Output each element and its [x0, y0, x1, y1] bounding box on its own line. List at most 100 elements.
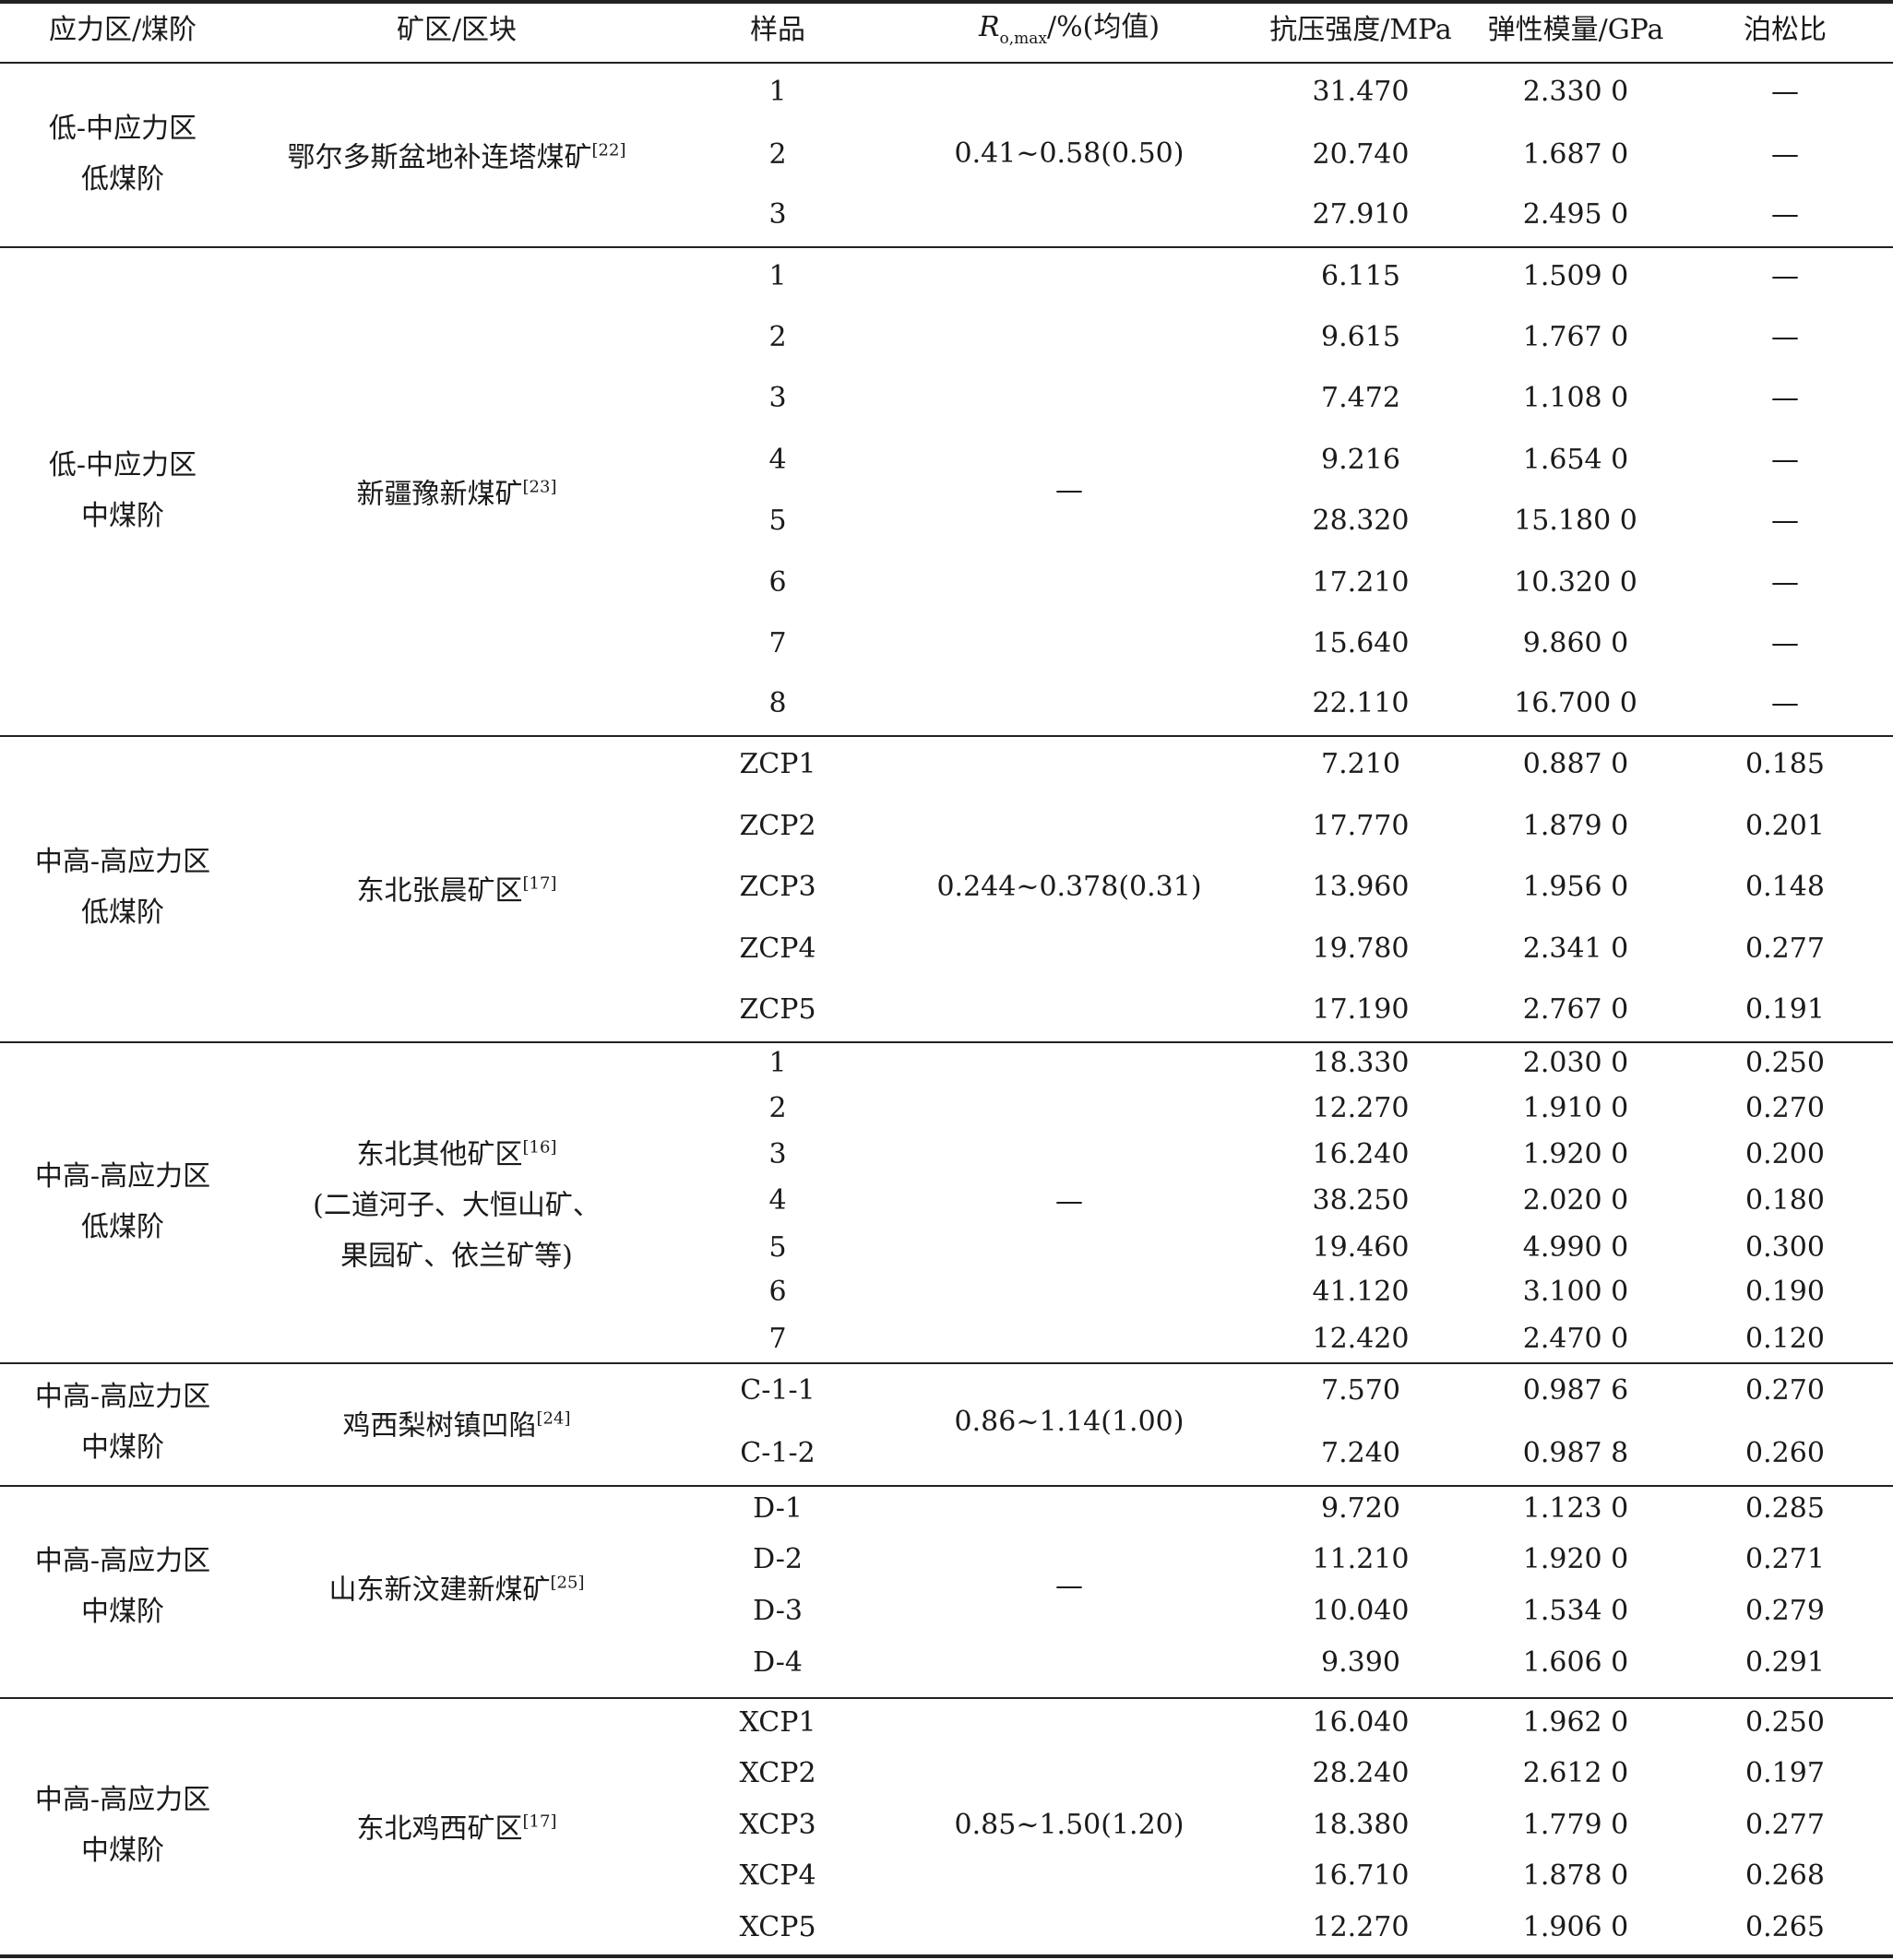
header-elastic-modulus: 弹性模量/GPa	[1487, 14, 1664, 46]
modulus-cell: 4.990 0	[1522, 1231, 1629, 1264]
modulus-cell: 2.495 0	[1522, 198, 1629, 231]
mine-area-text: (二道河子、大恒山矿、	[313, 1189, 601, 1221]
mine-area-text: 山东新汶建新煤矿	[328, 1574, 551, 1606]
mine-area-line: 东北鸡西矿区[17]	[357, 1797, 557, 1855]
ro-max-cell: —	[1055, 1184, 1083, 1218]
mine-area-text: 东北张晨矿区	[356, 874, 523, 908]
strength-cell: 16.240	[1312, 1138, 1410, 1170]
strength-cell: 12.270	[1312, 1092, 1410, 1124]
mine-area-cell: 山东新汶建新煤矿[25]	[329, 1557, 585, 1615]
modulus-cell: 1.123 0	[1522, 1492, 1629, 1525]
sample-cell: 3	[768, 198, 787, 231]
group-rule	[0, 1485, 1893, 1487]
mine-area-cell: 鸡西梨树镇凹陷[24]	[343, 1394, 571, 1452]
mine-area-line: 东北张晨矿区[17]	[357, 859, 557, 917]
group-rule	[0, 246, 1893, 248]
stress-rank-cell: 中高-高应力区 中煤阶	[35, 1372, 210, 1473]
group-rule	[0, 1041, 1893, 1043]
sample-cell: C-1-1	[740, 1374, 816, 1407]
strength-cell: 41.120	[1312, 1276, 1410, 1308]
sample-cell: D-2	[753, 1543, 803, 1575]
sample-cell: ZCP3	[739, 871, 816, 903]
header-poisson-ratio: 泊松比	[1744, 14, 1827, 46]
poisson-cell: 0.201	[1745, 810, 1825, 842]
stress-rank-line: 低-中应力区	[48, 112, 197, 145]
poisson-cell: 0.185	[1745, 748, 1825, 780]
sample-cell: D-3	[753, 1595, 803, 1627]
bottom-rule	[0, 1954, 1893, 1958]
stress-rank-cell: 低-中应力区 低煤阶	[49, 103, 196, 205]
mine-area-cell: 东北张晨矿区[17]	[357, 859, 557, 917]
modulus-cell: 9.860 0	[1522, 627, 1629, 659]
group-rule	[0, 1362, 1893, 1364]
stress-rank-line: 低-中应力区	[48, 448, 197, 481]
mine-area-cell: 东北其他矿区[16] (二道河子、大恒山矿、 果园矿、依兰矿等)	[313, 1122, 601, 1281]
poisson-cell: —	[1771, 138, 1799, 171]
poisson-cell: 0.148	[1745, 871, 1825, 903]
poisson-cell: 0.270	[1745, 1092, 1825, 1124]
strength-cell: 18.380	[1312, 1809, 1410, 1841]
stress-rank-line: 中高-高应力区	[34, 1784, 211, 1816]
sample-cell: 4	[768, 1184, 787, 1217]
mine-area-line: 东北其他矿区[16]	[313, 1122, 601, 1180]
poisson-cell: 0.265	[1745, 1911, 1825, 1943]
stress-rank-line: 中煤阶	[80, 1595, 164, 1628]
strength-cell: 28.320	[1312, 505, 1410, 537]
poisson-cell: 0.268	[1745, 1859, 1825, 1892]
sample-cell: 7	[768, 1323, 787, 1355]
mine-area-text: 东北其他矿区	[356, 1138, 523, 1170]
sample-cell: ZCP1	[739, 748, 816, 780]
poisson-cell: 0.277	[1745, 932, 1825, 965]
stress-rank-cell: 中高-高应力区 低煤阶	[35, 1151, 210, 1253]
modulus-cell: 1.878 0	[1522, 1859, 1629, 1892]
modulus-cell: 1.606 0	[1522, 1646, 1629, 1679]
reference-citation: [17]	[522, 873, 557, 894]
mine-area-cell: 东北鸡西矿区[17]	[357, 1797, 557, 1855]
poisson-cell: 0.300	[1745, 1231, 1825, 1264]
strength-cell: 15.640	[1312, 627, 1410, 659]
top-rule	[0, 0, 1893, 4]
mine-area-line: 鄂尔多斯盆地补连塔煤矿[22]	[288, 125, 626, 183]
ro-subscript: o,max	[999, 30, 1048, 48]
sample-cell: 2	[768, 1092, 787, 1124]
strength-cell: 11.210	[1312, 1543, 1410, 1575]
reference-citation: [23]	[522, 477, 557, 496]
modulus-cell: 1.509 0	[1522, 260, 1629, 292]
strength-cell: 9.615	[1321, 321, 1400, 353]
modulus-cell: 1.534 0	[1522, 1595, 1629, 1627]
sample-cell: 2	[768, 321, 787, 353]
strength-cell: 27.910	[1312, 198, 1410, 231]
mine-area-line: 新疆豫新煤矿[23]	[357, 461, 557, 519]
poisson-cell: 0.270	[1745, 1374, 1825, 1407]
sample-cell: XCP2	[739, 1757, 816, 1789]
modulus-cell: 2.020 0	[1522, 1184, 1629, 1217]
poisson-cell: —	[1771, 382, 1799, 414]
modulus-cell: 1.108 0	[1522, 382, 1629, 414]
sample-cell: 1	[768, 1047, 787, 1079]
sample-cell: 2	[768, 138, 787, 171]
sample-cell: ZCP2	[739, 810, 816, 842]
sample-cell: C-1-2	[740, 1437, 816, 1469]
header-mine-area: 矿区/区块	[396, 14, 518, 46]
poisson-cell: —	[1771, 566, 1799, 599]
strength-cell: 13.960	[1312, 871, 1410, 903]
mine-area-line: 果园矿、依兰矿等)	[313, 1230, 601, 1281]
strength-cell: 10.040	[1312, 1595, 1410, 1627]
sample-cell: 7	[768, 627, 787, 659]
strength-cell: 7.240	[1321, 1437, 1400, 1469]
strength-cell: 7.210	[1321, 748, 1400, 780]
modulus-cell: 1.767 0	[1522, 321, 1629, 353]
stress-rank-line: 低煤阶	[80, 1210, 164, 1243]
group-rule	[0, 735, 1893, 737]
mine-area-text: 果园矿、依兰矿等)	[340, 1240, 573, 1272]
ro-max-cell: 0.41~0.58(0.50)	[954, 137, 1185, 170]
modulus-cell: 2.470 0	[1522, 1323, 1629, 1355]
modulus-cell: 2.330 0	[1522, 76, 1629, 108]
strength-cell: 19.780	[1312, 932, 1410, 965]
poisson-cell: 0.200	[1745, 1138, 1825, 1170]
mine-area-line: 鸡西梨树镇凹陷[24]	[343, 1394, 571, 1452]
sample-cell: XCP5	[739, 1911, 816, 1943]
strength-cell: 9.390	[1321, 1646, 1400, 1679]
poisson-cell: —	[1771, 198, 1799, 231]
poisson-cell: 0.250	[1745, 1706, 1825, 1739]
